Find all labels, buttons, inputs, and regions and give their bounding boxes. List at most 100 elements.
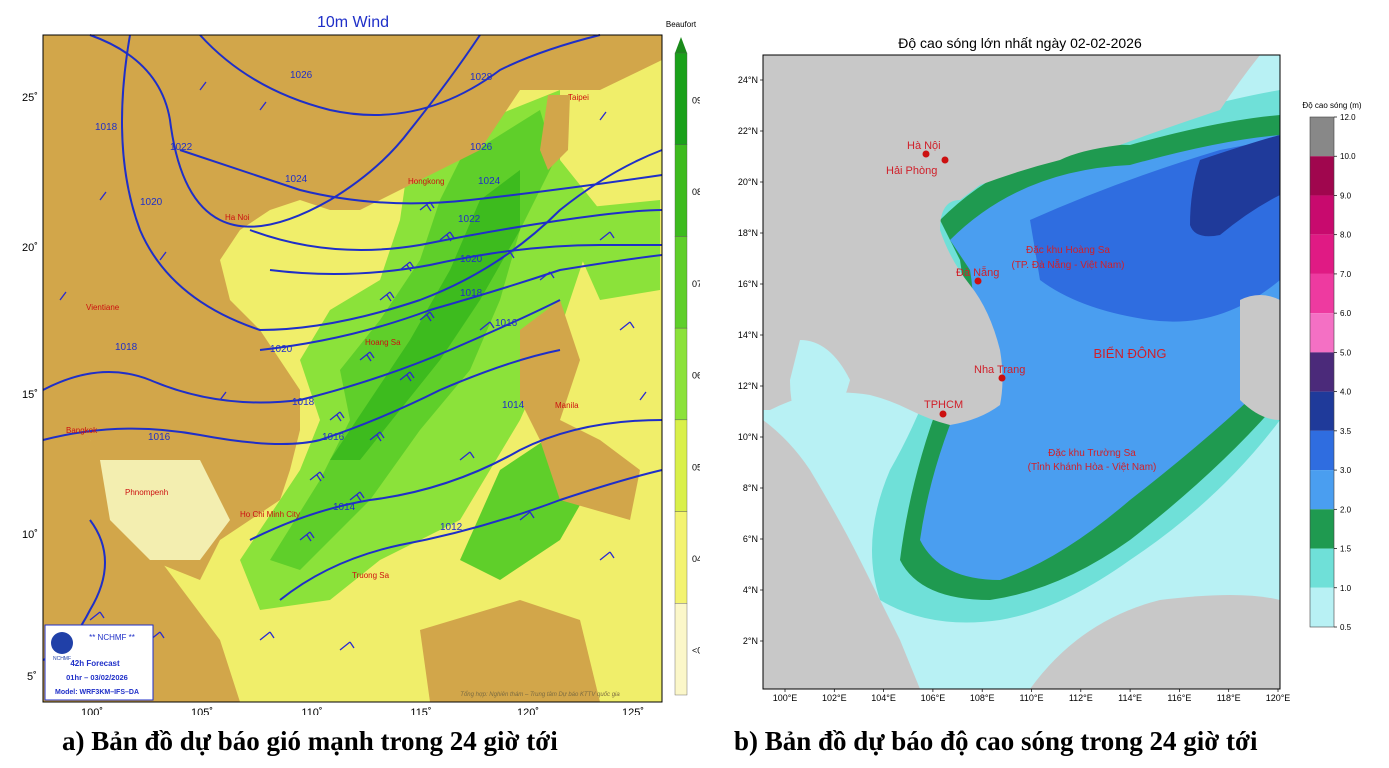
lat-label: 10˚ (22, 529, 38, 541)
isobar-label: 1028 (470, 72, 493, 83)
beaufort-label: 05 (692, 462, 700, 472)
isobar-label: 1018 (292, 397, 315, 408)
wave-level-label: 10.0 (1340, 152, 1356, 161)
wave-level-label: 4.0 (1340, 388, 1352, 397)
beaufort-label: 08 (692, 187, 700, 197)
wave-lat-label: 4°N (743, 585, 758, 595)
wave-lon-label: 112°E (1069, 693, 1093, 703)
wave-lat-label: 20°N (738, 177, 758, 187)
zone-truongsa-line1: Đặc khu Trường Sa (1048, 448, 1136, 459)
nchmf-logo-icon (51, 632, 73, 654)
wave-land-indochina (763, 55, 1260, 425)
place-taipei: Taipei (568, 93, 589, 102)
wave-map-svg: Độ cao sóng lớn nhất ngày 02-02-2026 Hà … (738, 35, 1362, 703)
place-label-group: Taipei Hongkong Ha Noi Vientiane Hoang S… (66, 93, 589, 580)
place-hcmc: TPHCM (924, 399, 963, 411)
wave-level-label: 1.5 (1340, 545, 1352, 554)
beaufort-label: 04 (692, 554, 700, 564)
lon-label: 115˚ (410, 707, 431, 715)
wave-lon-label: 100°E (773, 693, 798, 703)
wave-height-colorbar: 12.0 10.0 9.0 8.0 7.0 6.0 5.0 4.0 3.5 3.0 2.0 1.5 1.… (1309, 113, 1356, 632)
wave-lon-label: 114°E (1118, 693, 1142, 703)
wave-lat-label: 6°N (743, 534, 758, 544)
beaufort-swatch (674, 419, 688, 512)
wave-swatch (1310, 195, 1334, 235)
info-time: 01hr – 03/02/2026 (66, 673, 128, 682)
place-haiphong: Hải Phòng (886, 165, 937, 177)
beaufort-swatch (674, 603, 688, 696)
isobar-label: 1024 (478, 176, 501, 187)
lon-label: 110˚ (301, 707, 322, 715)
place-danang: Đà Nẵng (956, 266, 999, 279)
isobar-label: 1022 (170, 142, 193, 153)
wave-swatch (1310, 156, 1334, 196)
wave-swatch (1310, 430, 1334, 471)
isobar-label: 1016 (495, 318, 518, 329)
wind-map-frame (42, 34, 663, 703)
wave-land-philippines (1240, 295, 1280, 420)
isobar-label: 1016 (148, 432, 171, 443)
colorbar-arrow (675, 37, 687, 53)
wind-lat-labels: 25˚ 20˚ 15˚ 10˚ 5˚ (22, 92, 38, 683)
wave-lat-label: 16°N (738, 279, 758, 289)
beaufort-label: 07 (692, 279, 700, 289)
marker-hcmc (939, 410, 947, 418)
beaufort-label: <04 (692, 646, 700, 656)
zone-hoangsa-line1: Đặc khu Hoàng Sa (1026, 245, 1110, 256)
place-hongkong: Hongkong (408, 177, 444, 186)
wave-colorbar-title: Độ cao sóng (m) (1302, 101, 1361, 110)
special-zone-labels: Đặc khu Hoàng Sa (TP. Đà Nẵng - Việt Nam… (1011, 245, 1166, 473)
marker-danang (974, 277, 982, 285)
wind-map-svg: 10m Wind 10 (22, 14, 707, 719)
wave-lat-label: 12°N (738, 381, 758, 391)
wave-swatch (1310, 352, 1334, 392)
beaufort-swatch (674, 511, 688, 604)
info-org: ** NCHMF ** (89, 633, 135, 642)
wave-swatch (1310, 391, 1334, 431)
wave-lat-label: 14°N (738, 330, 758, 340)
wave-level-label: 9.0 (1340, 191, 1352, 200)
isobar-label: 1018 (115, 342, 138, 353)
wave-lat-labels: 24°N 22°N 20°N 18°N 16°N 14°N 12°N 10°N 8°N 6°N 4°… (738, 75, 763, 646)
map-credit: Tổng hợp: Nghiên thám – Trung tâm Dự báo… (460, 691, 620, 698)
place-nhatrang: Nha Trang (974, 364, 1025, 376)
isobar-label: 1022 (458, 214, 481, 225)
wave-lon-label: 102°E (822, 693, 847, 703)
wave-land-malay (763, 420, 920, 689)
wind-map-title: 10m Wind (317, 14, 389, 31)
beaufort-title: Beaufort (666, 20, 697, 29)
wave-lon-labels: 100°E 102°E 104°E 106°E 108°E 110°E 112°E 114°E… (773, 689, 1290, 703)
lat-label: 20˚ (22, 242, 38, 254)
lon-label: 120˚ (517, 707, 539, 715)
zone-hoangsa-line2: (TP. Đà Nẵng - Việt Nam) (1011, 258, 1124, 271)
wave-lat-label: 22°N (738, 126, 758, 136)
beaufort-label: 09 (692, 95, 700, 105)
wave-level-label: 8.0 (1340, 231, 1352, 240)
wave-level-label: 6.0 (1340, 309, 1352, 318)
beaufort-colorbar: 09 08 07 06 05 04 <04 (674, 52, 707, 696)
lat-label: 15˚ (22, 389, 38, 401)
wave-level-label: 3.5 (1340, 427, 1352, 436)
place-bangkok: Bangkok (66, 426, 98, 435)
place-truongsa: Truong Sa (352, 571, 390, 580)
marker-hanoi (922, 150, 930, 158)
isobar-lines (42, 34, 663, 661)
isobar-label-group: 1026 1028 1018 1022 1024 1020 1026 1024 … (95, 70, 525, 533)
wave-level-label: 7.0 (1340, 270, 1352, 279)
wave-gulf-thailand (790, 340, 850, 440)
wave-forecast-panel: Độ cao sóng lớn nhất ngày 02-02-2026 Hà … (700, 0, 1389, 715)
wave-lat-label: 8°N (743, 483, 758, 493)
logo-text: NCHMF (53, 656, 71, 662)
wave-lat-label: 24°N (738, 75, 758, 85)
lat-label: 5˚ (27, 671, 37, 683)
sea-name: BIỂN ĐÔNG (1094, 346, 1167, 361)
wave-swatch (1310, 470, 1334, 510)
isobar-label: 1014 (502, 400, 525, 411)
lon-label: 105˚ (191, 707, 213, 715)
info-forecast: 42h Forecast (70, 659, 120, 668)
wave-zone-3_5m (1190, 135, 1280, 237)
wave-swatch (1310, 548, 1334, 588)
place-hoangsa: Hoang Sa (365, 338, 401, 347)
wind-lon-labels: 100˚ 105˚ 110˚ 115˚ 120˚ 125˚ (81, 707, 644, 719)
wave-level-label: 2.0 (1340, 505, 1352, 514)
